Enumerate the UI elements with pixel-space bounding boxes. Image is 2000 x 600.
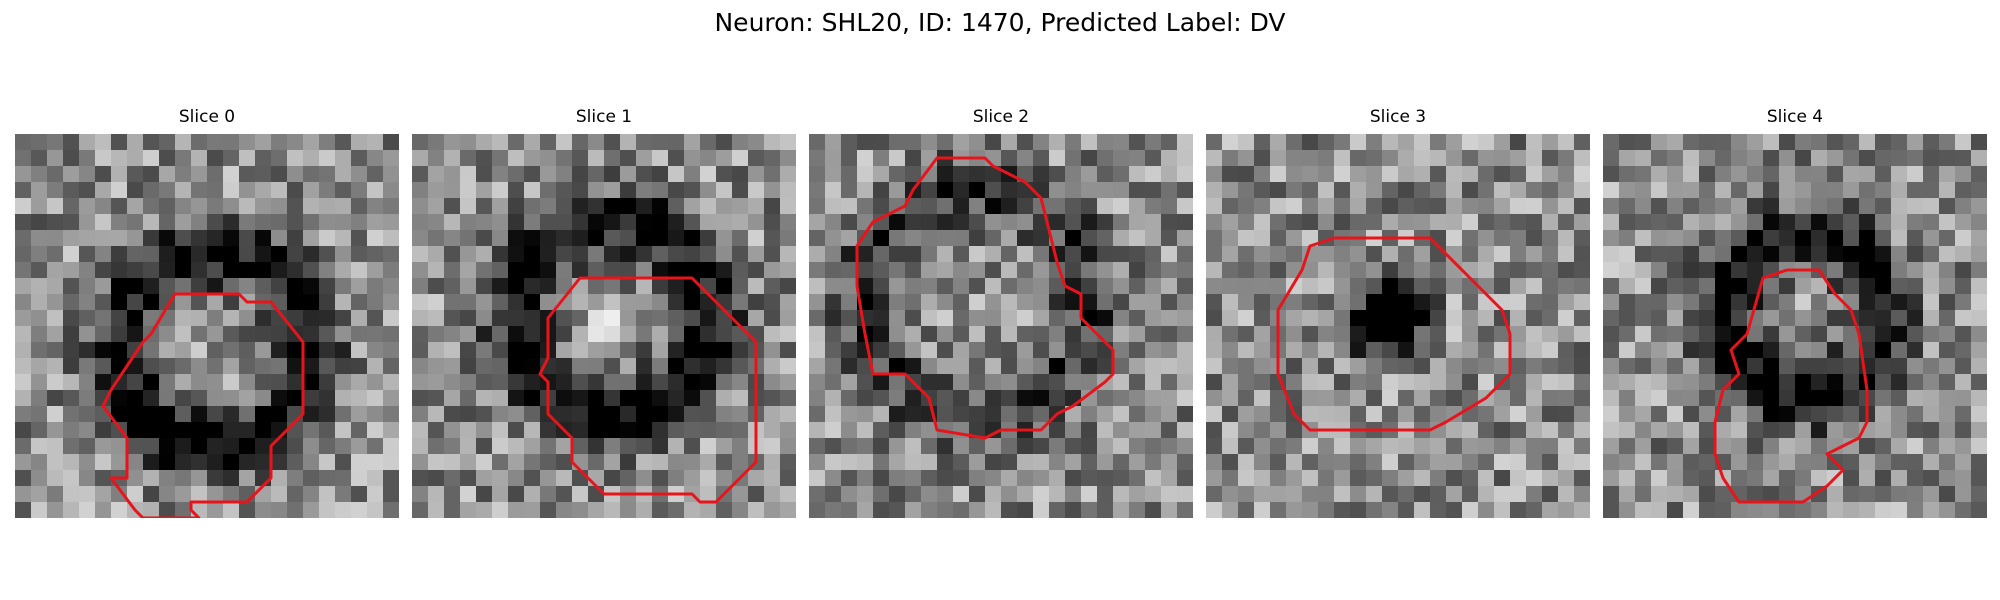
pixel-grid (1206, 134, 1590, 518)
slice-image (809, 134, 1193, 518)
slice-image (15, 134, 399, 518)
slice-panel: Slice 2 (809, 106, 1193, 518)
slice-image (1603, 134, 1987, 518)
figure-title: Neuron: SHL20, ID: 1470, Predicted Label… (714, 8, 1286, 37)
slice-panel: Slice 1 (412, 106, 796, 518)
slice-title: Slice 4 (1766, 107, 1824, 127)
pixel-grid (412, 134, 796, 518)
roi-contour (538, 276, 758, 504)
slice-title: Slice 1 (575, 107, 633, 127)
roi-contour (1276, 236, 1512, 432)
slice-image (412, 134, 796, 518)
slice-title: Slice 0 (178, 107, 236, 127)
slice-title: Slice 2 (972, 107, 1030, 127)
slice-panel: Slice 4 (1603, 106, 1987, 518)
slice-title: Slice 3 (1369, 107, 1427, 127)
pixel-grid (15, 134, 399, 518)
slice-panel: Slice 3 (1206, 106, 1590, 518)
roi-contour (855, 156, 1115, 440)
roi-contour (1713, 268, 1869, 504)
slice-panel: Slice 0 (15, 106, 399, 518)
slice-image (1206, 134, 1590, 518)
roi-contour (101, 292, 305, 518)
pixel-grid (809, 134, 1193, 518)
pixel-grid (1603, 134, 1987, 518)
